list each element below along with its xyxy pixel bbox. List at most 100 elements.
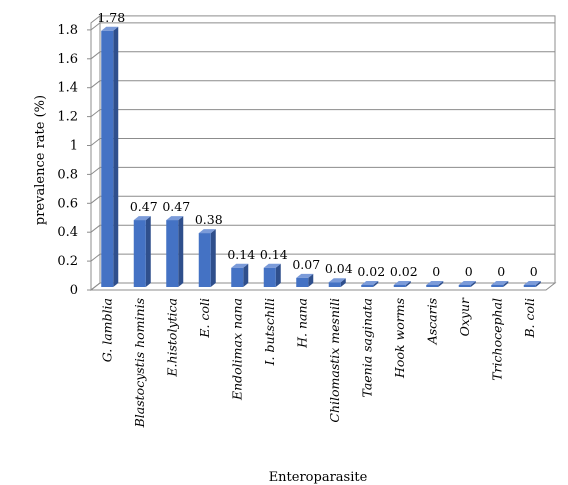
bar-side [210,229,216,287]
y-tick-label: 1 [70,139,78,154]
y-axis-title: prevalence rate (%) [33,95,48,225]
y-tick-label: 1.8 [57,23,78,38]
data-label: 1.78 [97,10,125,25]
bar-front [101,30,114,287]
bar-side [178,216,184,287]
bars [101,26,541,287]
y-tick-label: 1.4 [57,81,78,96]
bar-side [373,281,379,287]
x-tick-label: Blastocystis hominis [132,298,147,428]
y-tick-label: 0.8 [57,167,78,182]
bar [361,281,379,287]
bar-top [328,278,346,283]
x-tick-label: H. nana [294,298,309,349]
data-label: 0.02 [390,264,418,279]
bar-side [405,281,411,287]
bar-top [166,216,184,221]
bar [263,263,281,287]
data-label: 0 [497,264,505,279]
bar [231,263,249,287]
y-tick-label: 1.6 [57,52,78,67]
bar-side [243,263,249,287]
bar-top [198,229,216,234]
x-tick-label: E. coli [197,298,212,339]
data-label: 0 [530,264,538,279]
bar-top [133,216,151,221]
y-tick-label: 0 [70,283,78,298]
gridline-side [90,138,101,146]
bar [523,281,541,287]
x-tick-label: Ascaris [424,298,439,345]
bar-top [296,273,314,278]
bar-top [458,281,476,285]
gridline-side [90,22,101,31]
y-tick-label: 0.6 [57,196,78,211]
side-wall [90,14,101,292]
gridline-side [90,109,101,117]
bar-front [133,220,146,287]
gridline-side [90,51,101,60]
bar-side [438,281,444,287]
bar-top [523,281,541,285]
x-tick-label: Trichocephal [489,298,504,381]
x-axis-ticks: G. lamblia Blastocystis hominis E.histolyt… [99,297,537,428]
data-label: 0.38 [195,212,223,227]
bar-top [231,263,249,268]
data-label: 0.47 [130,199,158,214]
floor [89,282,557,291]
bar [166,216,184,287]
bar [198,229,216,287]
data-label: 0.14 [227,247,255,262]
bar [393,281,411,287]
bar-front [361,285,374,287]
gridline-side [90,253,101,262]
bar-front [198,233,211,287]
x-tick-label: B. coli [522,298,537,339]
bar-front [523,285,536,287]
x-tick-label: Oxyur [457,297,472,336]
bar-front [328,282,341,287]
bar-front [393,285,406,287]
bar-top [361,281,379,285]
bar-top [101,26,119,31]
bar-side [503,281,509,287]
y-tick-label: 0.2 [57,254,78,269]
bar-side [340,278,346,287]
data-label: 0.14 [260,247,288,262]
bar-front [166,220,179,287]
plot-back-wall [89,14,557,292]
bar-side [470,281,476,287]
bar-front [231,267,244,287]
y-axis-ticks: 0 0.2 0.4 0.6 0.8 1 1.2 1.4 1.6 1.8 [57,23,92,298]
bar [101,26,119,287]
data-label: 0.04 [325,261,353,276]
x-tick-label: Chilomastix mesnili [327,298,342,423]
gridline-side [90,167,101,175]
bar-side [535,281,541,287]
bar-side [308,273,314,287]
data-label: 0 [465,264,473,279]
x-tick-label: I. butschlli [262,298,277,366]
bar-front [263,267,276,287]
bar-front [458,285,471,287]
bar-top [491,281,509,285]
x-tick-label: E.histolytica [164,298,179,378]
data-labels: 1.78 0.47 0.47 0.38 0.14 0.14 0.07 0.04 0.02 0.02… [97,10,537,279]
gridline-side [90,195,101,204]
bar-front [491,285,504,287]
gridline-side [90,80,101,89]
bar-front [296,277,309,287]
x-tick-label: Hook worms [392,298,407,379]
bar-top [393,281,411,285]
bar-side [113,26,119,287]
bar [296,273,314,287]
bar-side [145,216,151,287]
y-tick-label: 0.4 [57,225,78,240]
x-axis-title: Enteroparasite [269,470,368,485]
bar [491,281,509,287]
x-tick-label: Taenia saginata [359,298,374,398]
data-label: 0.07 [292,257,320,272]
bar-side [275,263,281,287]
bar-top [263,263,281,268]
